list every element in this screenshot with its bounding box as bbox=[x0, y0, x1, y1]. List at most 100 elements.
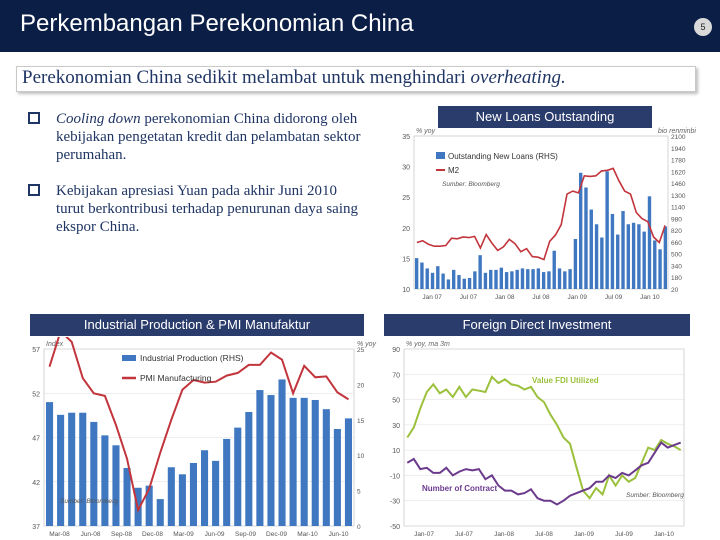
y-tick-label-right: 1940 bbox=[671, 146, 686, 153]
industrial-production-bar bbox=[79, 412, 87, 526]
y-axis-label-right: bio renminbi bbox=[658, 128, 697, 135]
x-tick-label: Sep-08 bbox=[111, 531, 132, 538]
chart-loans-title: New Loans Outstanding bbox=[438, 106, 652, 128]
y-tick-label-left: 52 bbox=[32, 391, 40, 398]
y-tick-label-right: 1300 bbox=[671, 193, 686, 200]
y-tick-label-left: 42 bbox=[32, 480, 40, 487]
y-tick-label-left: 30 bbox=[402, 165, 410, 172]
y-tick-label-right: 660 bbox=[671, 240, 682, 247]
x-tick-label: Jan 07 bbox=[422, 294, 442, 301]
new-loans-bar bbox=[478, 255, 482, 289]
headline: Perekonomian China sedikit melambat untu… bbox=[22, 66, 692, 89]
new-loans-bar bbox=[420, 262, 424, 289]
chart-foreign-direct-investment: -50 -30 -10 10 30 50 70 90 % yoy, ma 3m Jan-07 Jul… bbox=[390, 341, 685, 538]
new-loans-bar bbox=[441, 273, 445, 289]
industrial-production-bar bbox=[189, 462, 198, 526]
y-tick-label-left: 15 bbox=[402, 256, 410, 263]
y-tick-label-right: 1140 bbox=[671, 205, 685, 212]
legend-label-loans: Outstanding New Loans (RHS) bbox=[448, 152, 558, 161]
new-loans-bar bbox=[462, 278, 466, 289]
y-tick-label-right: 820 bbox=[671, 228, 682, 235]
bullet-item-1: Cooling down perekonomian China didorong… bbox=[28, 110, 368, 164]
new-loans-bar bbox=[489, 269, 493, 289]
industrial-production-bar bbox=[223, 438, 231, 526]
new-loans-bar bbox=[436, 266, 440, 289]
industrial-production-bar bbox=[278, 379, 286, 526]
y-tick-label-right: 1460 bbox=[671, 181, 686, 188]
new-loans-bar bbox=[414, 258, 419, 289]
new-loans-bar bbox=[520, 268, 525, 289]
new-loans-bar bbox=[515, 269, 519, 289]
x-tick-label: Jan 08 bbox=[495, 294, 515, 301]
industrial-production-bar bbox=[234, 427, 242, 526]
source-note: Sumber: Bloomberg bbox=[60, 498, 118, 505]
headline-emphasis: overheating. bbox=[470, 67, 566, 88]
source-note: Sumber: Bloomberg bbox=[442, 181, 500, 188]
new-loans-bar bbox=[563, 271, 567, 289]
industrial-production-bar bbox=[156, 499, 164, 526]
new-loans-bar bbox=[589, 209, 593, 289]
fdi-value-line bbox=[406, 375, 682, 500]
y-tick-label-left: -30 bbox=[390, 499, 400, 506]
industrial-production-bar bbox=[300, 397, 308, 526]
y-tick-label-right: 1620 bbox=[671, 169, 686, 176]
y-tick-label-left: 47 bbox=[32, 436, 40, 443]
industrial-production-bar bbox=[145, 485, 153, 526]
y-tick-label-right: 2100 bbox=[671, 134, 686, 141]
legend-label-contract: Number of Contract bbox=[422, 484, 497, 493]
new-loans-bar bbox=[510, 271, 514, 289]
x-tick-label: Jan-10 bbox=[654, 531, 674, 538]
y-tick-label-right: 20 bbox=[671, 287, 679, 294]
new-loans-bar bbox=[600, 237, 604, 289]
industrial-production-bar bbox=[256, 390, 264, 526]
y-tick-label-right: 15 bbox=[357, 418, 365, 425]
industrial-production-bar bbox=[90, 421, 98, 526]
industrial-production-bar bbox=[178, 474, 186, 526]
slide-title: Perkembangan Perekonomian China bbox=[20, 10, 414, 37]
new-loans-bar bbox=[578, 172, 583, 289]
x-tick-label: Jul 07 bbox=[460, 294, 478, 301]
plot-area bbox=[403, 348, 685, 527]
new-loans-bar bbox=[541, 272, 546, 289]
x-tick-label: Dec-08 bbox=[142, 531, 163, 538]
new-loans-bar bbox=[584, 187, 588, 289]
legend-label-m2: M2 bbox=[448, 166, 460, 175]
x-tick-label: Jan-08 bbox=[494, 531, 514, 538]
industrial-production-bar bbox=[101, 435, 109, 526]
y-tick-label-left: 20 bbox=[402, 226, 410, 233]
industrial-production-bar bbox=[322, 409, 330, 526]
new-loans-bar bbox=[631, 222, 636, 289]
x-tick-label: Jul-09 bbox=[615, 531, 633, 538]
chart-ip-pmi-title: Industrial Production & PMI Manufaktur bbox=[30, 314, 364, 336]
industrial-production-bar bbox=[245, 412, 253, 526]
y-axis-label-left: % yoy, ma 3m bbox=[406, 341, 450, 348]
page-number: 5 bbox=[694, 18, 712, 36]
plot-area bbox=[413, 135, 669, 290]
y-tick-label-left: 50 bbox=[392, 398, 400, 405]
new-loans-bar bbox=[653, 240, 657, 289]
new-loans-bar bbox=[451, 269, 456, 289]
new-loans-bar bbox=[637, 224, 641, 289]
y-tick-label-left: 70 bbox=[392, 372, 400, 379]
industrial-production-bar bbox=[45, 402, 54, 526]
headline-box bbox=[16, 66, 696, 92]
x-tick-label: Jan-07 bbox=[414, 531, 434, 538]
bullet-item-2: Kebijakan apresiasi Yuan pada akhir Juni… bbox=[28, 182, 368, 236]
new-loans-bar bbox=[626, 224, 631, 289]
bullet-2-text: Kebijakan apresiasi Yuan pada akhir Juni… bbox=[56, 183, 358, 235]
new-loans-bar bbox=[526, 269, 530, 289]
m2-line bbox=[416, 167, 666, 261]
new-loans-bar bbox=[531, 269, 535, 289]
new-loans-bar bbox=[483, 272, 488, 289]
bullet-1-italic: Cooling down bbox=[56, 111, 141, 127]
x-tick-label: Jul-07 bbox=[455, 531, 473, 538]
new-loans-bar bbox=[457, 275, 461, 289]
x-tick-label: Dec-09 bbox=[266, 531, 287, 538]
legend-swatch-ip bbox=[122, 355, 136, 361]
y-tick-label-right: 980 bbox=[671, 216, 682, 223]
new-loans-bar bbox=[568, 269, 572, 289]
chart-fdi-title: Foreign Direct Investment bbox=[384, 314, 690, 336]
y-axis-label-right: % yoy bbox=[357, 341, 377, 348]
legend-label-pmi: PMI Manufacturing bbox=[140, 373, 212, 383]
x-tick-label: Jun-10 bbox=[329, 531, 349, 538]
